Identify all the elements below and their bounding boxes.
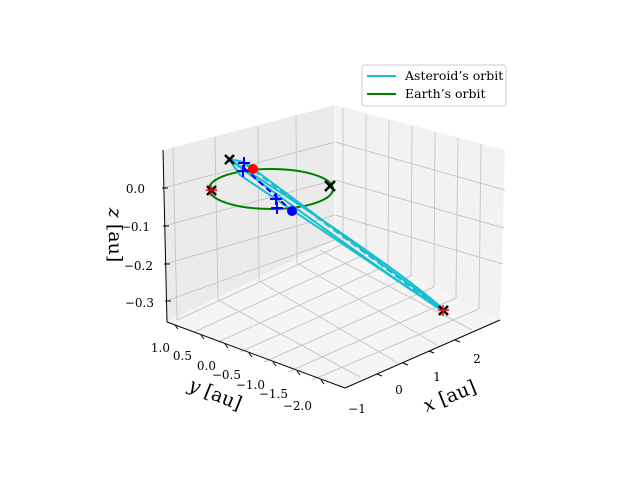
x-axis-label: x [au] [420,376,479,417]
y-axis-line [166,321,346,389]
blue-plus-markers [237,157,283,214]
y-tick-2: 0.0 [197,359,216,373]
z-axis-line [162,149,168,323]
y-tick-0: 1.0 [151,341,170,355]
red-cross-markers [206,185,449,316]
earth-asteroid-connector [243,167,293,212]
blue-dot-marker [287,206,297,216]
red-dot-marker [248,164,258,174]
y-tick-5: −1.5 [259,387,288,401]
y-tick-1: 0.5 [173,349,192,363]
tick-marks [162,187,461,385]
svg-text:z [au]: z [au] [104,207,126,262]
svg-text:x [au]: x [au] [420,376,479,417]
legend-label-asteroid: Asteroid’s orbit [404,68,503,83]
axes-panes [163,105,505,388]
z-axis-label: z [au] [104,207,126,262]
z-tick-0: 0.0 [126,182,145,196]
x-tick-2: 1 [433,370,441,384]
z-tick-labels: 0.0 −0.1 −0.2 −0.3 [121,182,154,310]
axis-lines [162,149,501,389]
x-tick-labels: −1 0 1 2 [348,352,481,416]
x-tick-1: 0 [395,383,403,397]
y-tick-3: −0.5 [212,368,241,382]
z-tick-3: −0.3 [125,296,154,310]
x-tick-0: −1 [348,402,366,416]
legend-label-earth: Earth’s orbit [405,86,486,101]
x-axis-line [344,319,501,389]
legend: Asteroid’s orbit Earth’s orbit [361,64,507,107]
z-tick-1: −0.1 [121,220,150,234]
y-tick-labels: 1.0 0.5 0.0 −0.5 −1.0 −1.5 −2.0 [151,341,312,413]
grid-lines [162,108,506,381]
y-tick-4: −1.0 [236,378,265,392]
asteroid-apsides-line [244,163,443,311]
y-tick-6: −2.0 [283,399,312,413]
z-tick-2: −0.2 [124,259,153,273]
legend-box [361,64,507,107]
x-tick-3: 2 [473,352,481,366]
